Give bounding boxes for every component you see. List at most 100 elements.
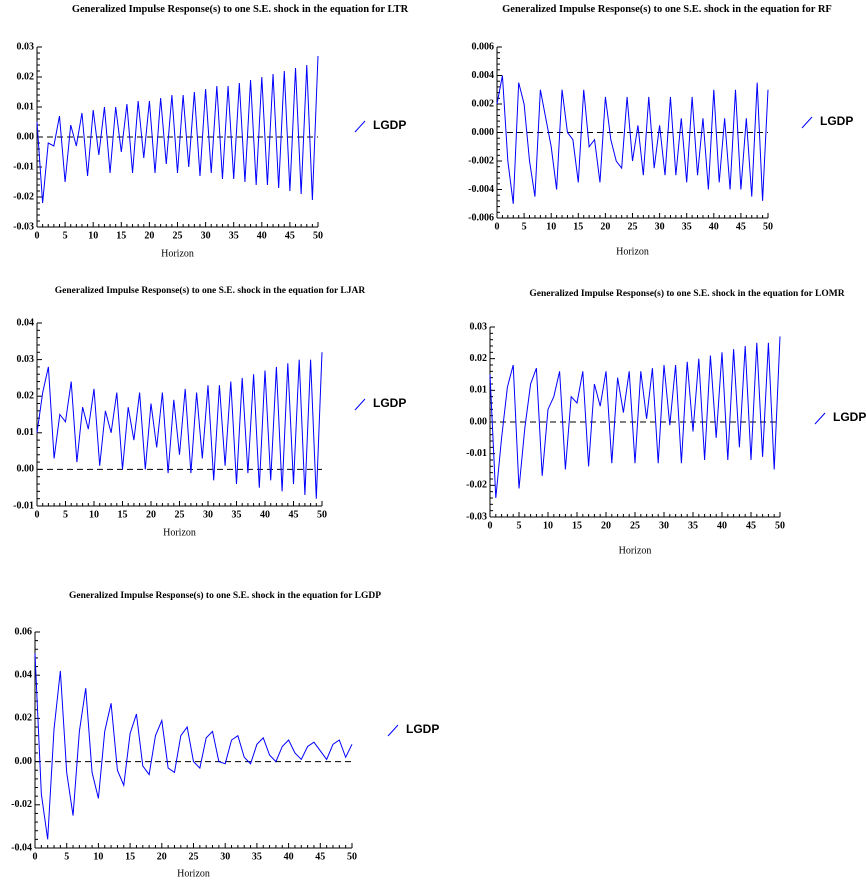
y-tick-label: 0.00 (17, 131, 35, 142)
x-tick-label: 30 (201, 230, 211, 241)
chart-title: Generalized Impulse Response(s) to one S… (502, 4, 832, 15)
x-tick-label: 0 (495, 221, 500, 232)
legend-label: LGDP (406, 722, 439, 736)
x-tick-label: 50 (317, 509, 327, 520)
y-tick-label: 0.01 (17, 101, 35, 112)
x-tick-label: 5 (522, 221, 527, 232)
x-tick-label: 10 (543, 520, 553, 531)
x-tick-label: 15 (125, 851, 135, 862)
series-line (36, 55, 319, 204)
x-tick-label: 40 (257, 230, 267, 241)
x-tick-label: 45 (746, 520, 756, 531)
y-tick-label: -0.002 (468, 155, 494, 166)
y-tick-label: -0.02 (466, 480, 487, 491)
x-tick-label: 0 (35, 230, 40, 241)
y-tick-label: 0.04 (17, 317, 35, 328)
y-tick-label: -0.01 (466, 448, 487, 459)
y-tick-label: 0.006 (472, 41, 495, 52)
x-tick-label: 25 (630, 520, 640, 531)
x-tick-label: 50 (775, 520, 785, 531)
chart-title: Generalized Impulse Response(s) to one S… (54, 286, 366, 296)
y-tick-label: -0.04 (11, 842, 32, 853)
x-tick-label: 30 (220, 851, 230, 862)
y-tick-label: 0.01 (470, 385, 488, 396)
y-tick-label: -0.006 (468, 212, 494, 223)
y-tick-label: 0.02 (17, 390, 35, 401)
x-tick-label: 0 (35, 509, 40, 520)
y-tick-label: -0.03 (466, 511, 487, 522)
x-tick-label: 25 (189, 851, 199, 862)
x-tick-label: 20 (144, 230, 154, 241)
x-tick-label: 5 (63, 230, 68, 241)
x-tick-label: 10 (89, 509, 99, 520)
x-axis-label: Horizon (616, 246, 649, 257)
x-tick-label: 15 (118, 509, 128, 520)
x-tick-label: 10 (546, 221, 556, 232)
legend-label: LGDP (373, 118, 406, 132)
x-tick-label: 40 (717, 520, 727, 531)
x-tick-label: 45 (285, 230, 295, 241)
legend-label: LGDP (373, 396, 406, 410)
series-line (489, 336, 781, 499)
x-tick-label: 45 (315, 851, 325, 862)
x-tick-label: 50 (313, 230, 323, 241)
x-tick-label: 45 (289, 509, 299, 520)
x-tick-label: 10 (93, 851, 103, 862)
x-tick-label: 25 (173, 230, 183, 241)
x-tick-label: 40 (260, 509, 270, 520)
x-tick-label: 30 (659, 520, 669, 531)
x-tick-label: 20 (157, 851, 167, 862)
chart-title: Generalized Impulse Response(s) to one S… (68, 591, 382, 601)
x-tick-label: 5 (64, 851, 69, 862)
y-tick-label: 0.06 (15, 626, 33, 637)
legend-swatch (814, 412, 826, 425)
x-tick-label: 20 (146, 509, 156, 520)
x-tick-label: 30 (655, 221, 665, 232)
y-tick-label: 0.02 (17, 71, 35, 82)
x-tick-label: 25 (628, 221, 638, 232)
x-tick-label: 50 (763, 221, 773, 232)
x-tick-label: 0 (488, 520, 493, 531)
legend-label: LGDP (820, 114, 853, 128)
chart-title: Generalized Impulse Response(s) to one S… (71, 4, 409, 15)
y-tick-label: -0.02 (11, 799, 32, 810)
series-line (34, 653, 353, 840)
y-tick-label: 0.00 (470, 416, 488, 427)
x-tick-label: 10 (88, 230, 98, 241)
legend-swatch (354, 398, 366, 411)
y-tick-label: -0.01 (13, 500, 34, 511)
x-axis-label: Horizon (161, 248, 194, 259)
legend-swatch (354, 120, 366, 133)
y-tick-label: 0.01 (17, 427, 35, 438)
legend-swatch (801, 116, 813, 129)
y-tick-label: 0.03 (470, 321, 488, 332)
x-tick-label: 30 (203, 509, 213, 520)
x-axis-label: Horizon (177, 868, 210, 879)
legend-swatch (387, 724, 399, 737)
x-tick-label: 5 (517, 520, 522, 531)
x-tick-label: 20 (601, 520, 611, 531)
x-tick-label: 35 (229, 230, 239, 241)
series-line (36, 352, 323, 499)
y-tick-label: 0.03 (17, 41, 35, 52)
y-tick-label: 0.000 (472, 127, 495, 138)
y-tick-label: 0.004 (472, 70, 495, 81)
y-tick-label: 0.02 (470, 353, 488, 364)
y-tick-label: 0.04 (15, 669, 33, 680)
x-tick-label: 0 (33, 851, 38, 862)
x-axis-label: Horizon (163, 527, 196, 538)
x-tick-label: 35 (688, 520, 698, 531)
y-tick-label: 0.00 (15, 756, 33, 767)
x-tick-label: 15 (116, 230, 126, 241)
series-line (496, 75, 769, 204)
x-tick-label: 40 (709, 221, 719, 232)
x-axis-label: Horizon (619, 545, 652, 556)
x-tick-label: 15 (573, 221, 583, 232)
x-tick-label: 50 (347, 851, 357, 862)
x-tick-label: 35 (252, 851, 262, 862)
x-tick-label: 15 (572, 520, 582, 531)
y-tick-label: 0.02 (15, 713, 33, 724)
y-tick-label: -0.01 (13, 161, 34, 172)
